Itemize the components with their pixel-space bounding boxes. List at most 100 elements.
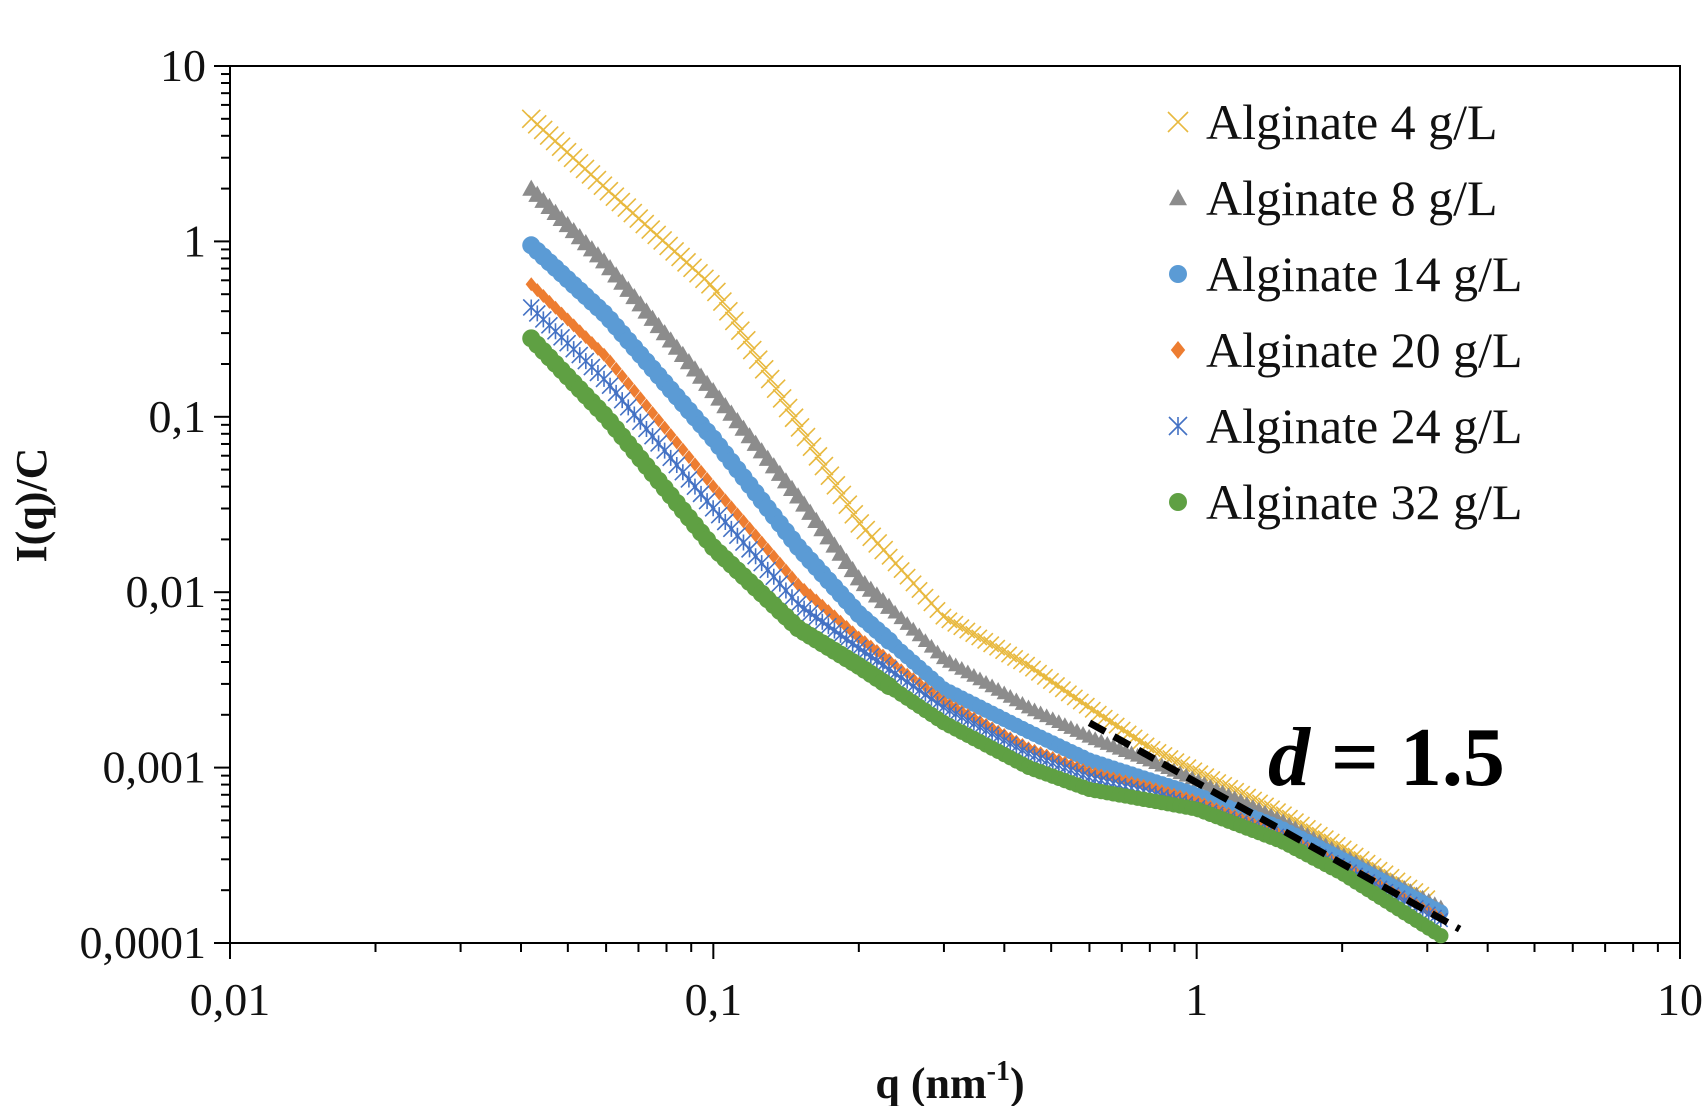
legend-item: Alginate 4 g/L (1167, 94, 1498, 150)
data-point (786, 570, 798, 585)
data-point (808, 446, 828, 466)
data-point (932, 690, 943, 703)
data-point (802, 437, 822, 457)
data-point (574, 324, 586, 339)
data-point (604, 354, 616, 369)
data-point (826, 475, 846, 495)
data-point (772, 388, 792, 408)
data-point (712, 292, 732, 312)
data-point (568, 318, 580, 333)
annotation-rest: = 1.5 (1310, 711, 1505, 804)
data-point (671, 435, 683, 450)
data-point (580, 330, 592, 345)
data-point (628, 383, 640, 398)
legend-marker (1169, 493, 1187, 511)
data-point (646, 405, 659, 420)
data-point (762, 542, 774, 557)
annotation: d = 1.5 (1268, 711, 1505, 804)
x-tick-label: 1 (1185, 974, 1208, 1025)
data-point (1156, 746, 1173, 764)
data-point (810, 593, 822, 608)
data-point (914, 676, 925, 689)
legend-item: Alginate 24 g/L (1168, 398, 1523, 454)
data-point (796, 427, 816, 447)
data-point (1433, 928, 1449, 944)
data-point (834, 614, 847, 629)
data-point (748, 350, 768, 370)
fit-line (1087, 719, 1462, 933)
data-point (706, 282, 726, 302)
data-point (784, 408, 804, 428)
legend-label: Alginate 8 g/L (1206, 170, 1498, 226)
y-tick-label: 1 (183, 215, 206, 266)
y-tick-label: 0,001 (103, 742, 207, 793)
data-point (724, 311, 744, 331)
data-point (549, 300, 562, 315)
legend-item: Alginate 8 g/L (1169, 170, 1498, 226)
data-point (701, 472, 713, 487)
data-point (820, 466, 840, 486)
legend-marker (1169, 265, 1187, 283)
data-point (756, 535, 768, 550)
data-point (760, 369, 780, 389)
y-tick-label: 10 (160, 40, 206, 91)
data-point (555, 306, 568, 321)
series-2 (522, 179, 1449, 914)
data-point (689, 457, 701, 472)
data-point (592, 341, 604, 356)
data-point (713, 486, 725, 501)
data-point (742, 340, 762, 360)
data-point (610, 361, 622, 376)
x-tick-label: 0,1 (685, 974, 743, 1025)
data-point (719, 493, 731, 508)
data-point (792, 577, 804, 592)
data-point (677, 442, 689, 457)
legend-label: Alginate 14 g/L (1206, 246, 1523, 302)
legend-label: Alginate 32 g/L (1206, 474, 1523, 530)
data-point (743, 521, 756, 536)
data-point (598, 347, 610, 362)
legend-marker (1168, 416, 1188, 436)
data-point (780, 563, 792, 578)
data-point (736, 330, 756, 350)
x-tick-label: 0,01 (190, 974, 271, 1025)
data-point (683, 450, 695, 465)
data-point (844, 504, 864, 524)
data-point (896, 663, 906, 676)
series-layer (521, 109, 1449, 944)
data-point (832, 485, 852, 505)
data-point (838, 495, 858, 515)
x-tick-labels: 0,01 0,1 1 10 (190, 974, 1703, 1025)
legend-marker (1170, 341, 1186, 359)
data-point (707, 479, 719, 494)
legend: Alginate 4 g/L Alginate 8 g/L Alginate 14 … (1167, 94, 1523, 530)
data-point (908, 672, 919, 685)
data-point (586, 335, 598, 350)
axis-ticks (214, 65, 1681, 959)
data-point (737, 514, 750, 529)
y-tick-labels: 0,0001 0,001 0,01 0,1 1 10 (80, 40, 207, 968)
legend-label: Alginate 4 g/L (1206, 94, 1498, 150)
data-point (804, 588, 816, 603)
data-point (750, 528, 762, 543)
annotation-italic: d (1268, 711, 1312, 804)
data-point (700, 274, 721, 294)
x-axis-title: q (nm-1) (875, 1056, 1024, 1106)
data-point (659, 420, 671, 435)
data-point (652, 413, 665, 428)
data-point (718, 301, 738, 321)
y-axis-title: I(q)/C (7, 448, 56, 563)
data-point (766, 379, 786, 399)
data-point (725, 500, 737, 515)
data-point (798, 582, 810, 597)
legend-item: Alginate 14 g/L (1169, 246, 1523, 302)
data-point (902, 667, 912, 680)
legend-label: Alginate 24 g/L (1206, 398, 1523, 454)
data-point (616, 369, 628, 384)
legend-label: Alginate 20 g/L (1206, 322, 1523, 378)
data-point (828, 609, 841, 624)
plot-area (229, 65, 1681, 944)
data-point (768, 549, 780, 564)
data-point (665, 427, 677, 442)
